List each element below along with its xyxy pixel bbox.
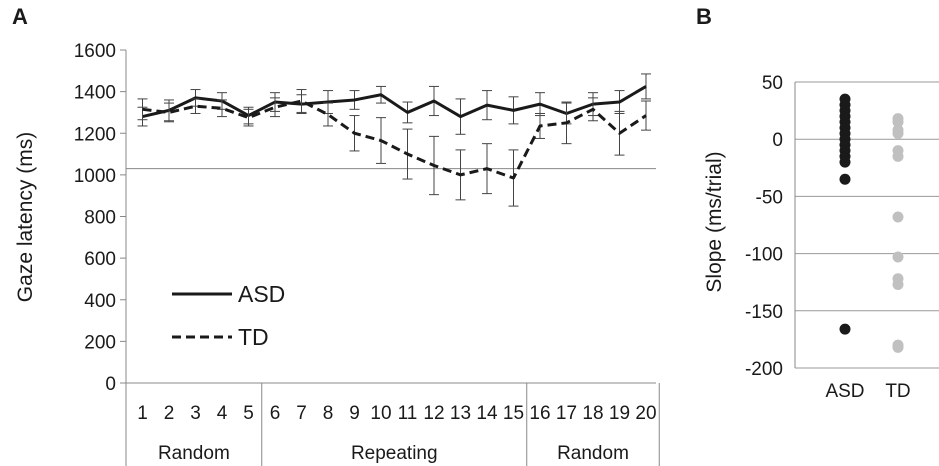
panel-b-points: [839, 93, 904, 353]
y-tick-label: 0: [105, 374, 116, 395]
panel-b: B 50 0 -50 -100 -150 -200 ASD TD Slope (ms/tri…: [696, 4, 939, 402]
x-tick-label: 4: [217, 403, 228, 424]
panel-a-label: A: [12, 4, 28, 29]
x-tick-label: 19: [609, 403, 630, 424]
group-label: Random: [158, 443, 230, 464]
x-tick-label: 18: [582, 403, 603, 424]
scatter-point-asd: [839, 173, 851, 185]
x-tick-label: 14: [476, 403, 498, 424]
scatter-point-td: [892, 127, 904, 139]
panel-b-label: B: [696, 4, 712, 29]
y-tick-label: 400: [84, 291, 116, 312]
scatter-point-td: [892, 251, 904, 263]
x-tick-label: 10: [370, 403, 391, 424]
y-tick-label: 600: [84, 249, 116, 270]
x-tick-label: 9: [349, 403, 360, 424]
group-label: Repeating: [351, 443, 438, 464]
panel-b-y-ticks: 50 0 -50 -100 -150 -200: [745, 73, 783, 380]
x-tick-label: 1: [137, 403, 148, 424]
x-tick-label: 13: [450, 403, 471, 424]
x-tick-label: 12: [423, 403, 444, 424]
scatter-point-td: [892, 211, 904, 223]
y-tick-label: 1600: [74, 41, 116, 62]
y-tick-label: -200: [745, 359, 783, 380]
x-tick-label: 3: [190, 403, 201, 424]
scatter-point-td: [892, 278, 904, 290]
series-line-td: [142, 99, 647, 180]
y-tick-label: 200: [84, 332, 116, 353]
x-tick-label: 17: [556, 403, 577, 424]
scatter-point-asd: [839, 156, 851, 168]
panel-b-x-ticks: ASD TD: [825, 381, 910, 402]
x-tick-label: 6: [270, 403, 281, 424]
panel-b-gridlines: [795, 81, 939, 369]
x-tick-label: 15: [503, 403, 524, 424]
panel-a-x-ticks: 1 2 3 4 5 6 7 8 9 10 11 12 13 14 15 16 17 18 19 20: [137, 403, 656, 424]
scatter-point-td: [892, 150, 904, 162]
legend-td-label: TD: [238, 324, 269, 350]
panel-b-y-axis-title: Slope (ms/trial): [703, 151, 726, 292]
x-tick-label: 2: [164, 403, 175, 424]
y-tick-label: 0: [772, 130, 783, 151]
y-tick-label: 1400: [74, 83, 116, 104]
x-tick-label: 7: [296, 403, 307, 424]
y-tick-label: 1000: [74, 166, 116, 187]
x-tick-label: TD: [885, 381, 910, 402]
series-line-asd: [142, 85, 647, 119]
scatter-point-asd: [839, 323, 851, 335]
y-tick-label: 1200: [74, 124, 116, 145]
panel-a-legend: ASD TD: [172, 281, 285, 350]
scatter-point-td: [892, 341, 904, 353]
x-tick-label: ASD: [825, 381, 864, 402]
y-tick-label: -50: [756, 187, 783, 208]
x-tick-label: 5: [243, 403, 254, 424]
x-tick-label: 16: [529, 403, 550, 424]
y-tick-label: 800: [84, 208, 116, 229]
x-tick-label: 11: [398, 403, 418, 424]
scatter-point-td: [892, 116, 904, 128]
x-tick-label: 20: [635, 403, 656, 424]
panel-a-y-axis-title: Gaze latency (ms): [14, 132, 37, 302]
group-label: Random: [557, 443, 629, 464]
x-tick-label: 8: [323, 403, 334, 424]
panel-a-groups: Random Repeating Random: [125, 383, 660, 466]
y-tick-label: 50: [762, 73, 783, 94]
legend-asd-label: ASD: [238, 281, 285, 307]
panel-a-series: [137, 73, 651, 207]
y-tick-label: -150: [745, 302, 783, 323]
y-tick-label: -100: [745, 245, 783, 266]
panel-a-y-ticks: 0 200 400 600 800 1000 1200 1400 1600: [74, 41, 126, 395]
